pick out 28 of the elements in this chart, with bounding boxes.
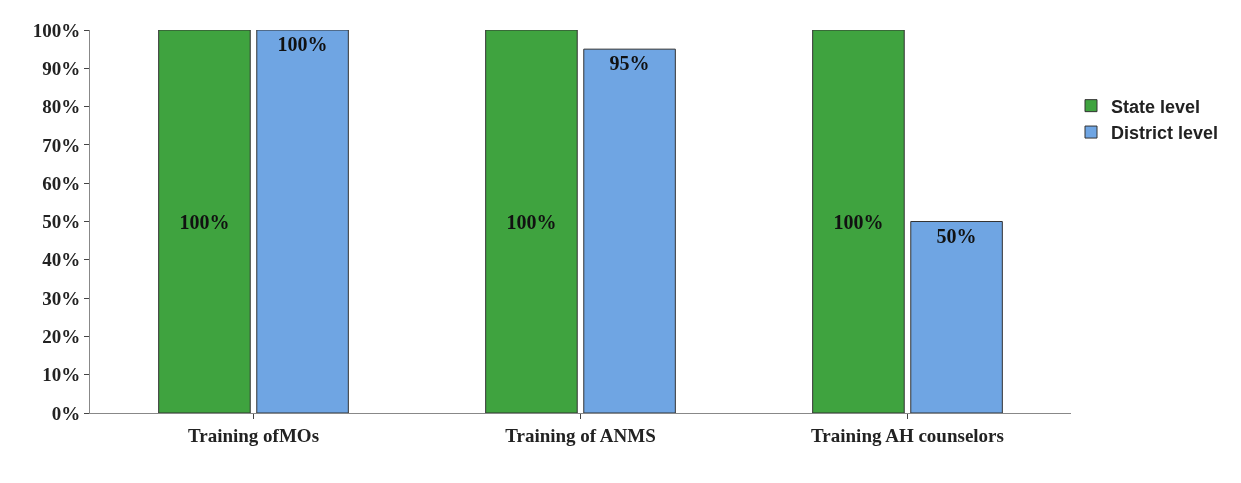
data-label: 50% <box>936 224 977 247</box>
bar <box>158 30 251 413</box>
y-tick-label: 20% <box>42 326 81 348</box>
y-tick-label: 30% <box>42 287 81 309</box>
data-label: 100% <box>833 210 884 233</box>
bar <box>485 30 578 413</box>
y-tick-label: 80% <box>42 96 81 118</box>
y-tick-label: 40% <box>42 249 81 271</box>
data-label: 100% <box>179 210 230 233</box>
x-tick-label: Training of ANMS <box>505 424 656 446</box>
data-label: 100% <box>506 210 557 233</box>
y-tick-label: 90% <box>42 57 81 79</box>
y-tick-label: 10% <box>42 364 81 386</box>
y-tick-label: 60% <box>42 172 81 194</box>
data-label: 95% <box>609 52 650 75</box>
y-tick-label: 50% <box>42 211 81 233</box>
legend-label: State level <box>1111 96 1201 117</box>
x-tick-label: Training AH counselors <box>811 424 1004 446</box>
y-tick-label: 70% <box>42 134 81 156</box>
legend-label: District level <box>1111 123 1219 144</box>
y-tick-label: 0% <box>51 402 81 424</box>
y-tick-label: 100% <box>32 19 81 41</box>
bar <box>910 221 1003 413</box>
bar <box>583 48 676 413</box>
x-tick-label: Training ofMOs <box>187 424 320 446</box>
data-label: 100% <box>277 33 328 55</box>
bar <box>256 30 349 413</box>
bar <box>812 30 905 413</box>
